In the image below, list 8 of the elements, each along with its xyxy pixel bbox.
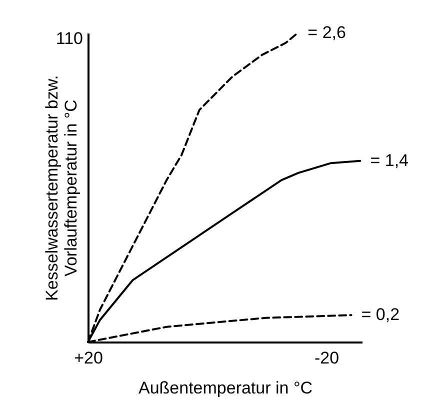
series-label: = 1,4 xyxy=(370,150,409,170)
x-axis-title: Außentemperatur in °C xyxy=(138,378,313,398)
x-tick-label: +20 xyxy=(74,348,103,368)
text: 110 xyxy=(56,29,83,48)
series-label: = 0,2 xyxy=(361,305,400,324)
series-label: = 2,6 xyxy=(308,23,346,42)
x-tick-label: -20 xyxy=(314,348,340,368)
y-axis-title: Kesselwassertemperatur bzw. Vorlauftemperatur in °C xyxy=(42,75,80,301)
